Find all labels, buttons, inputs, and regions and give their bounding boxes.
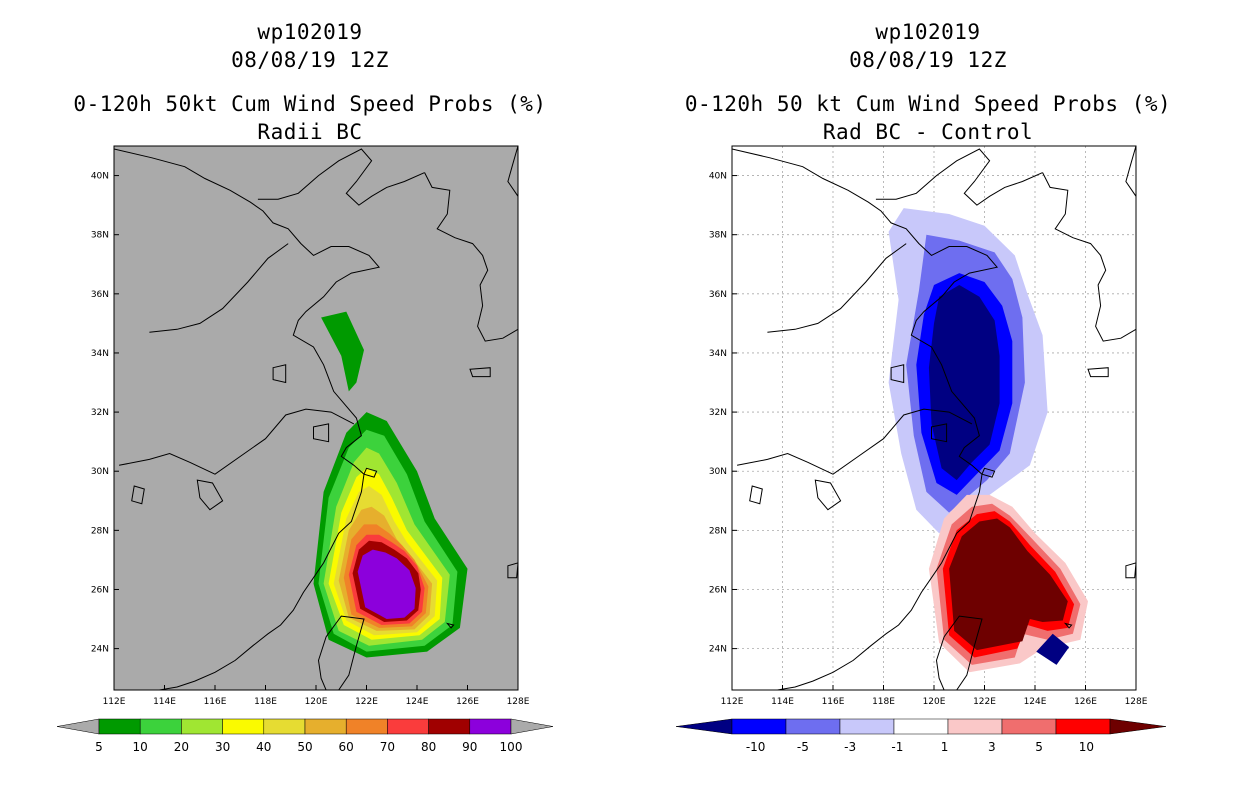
y-tick-label: 30N [91,467,109,477]
y-tick-label: 36N [91,290,109,300]
right-title-3: 0-120h 50 kt Cum Wind Speed Probs (%) [684,92,1172,116]
right-title-2: 08/08/19 12Z [849,48,1007,72]
x-tick-label: 124E [406,697,429,707]
left-title-3: 0-120h 50kt Cum Wind Speed Probs (%) [73,92,547,116]
yellow-sea-prob-band [321,311,364,392]
x-tick-label: 116E [204,697,227,707]
right-title-4: Rad BC - Control [822,120,1034,144]
left-title-1: wp102019 [257,20,363,44]
prob-contour-90 [357,549,416,619]
x-tick-label: 118E [254,697,277,707]
x-tick-label: 126E [456,697,479,707]
x-tick-label: 112E [103,697,126,707]
y-tick-label: 40N [91,172,109,182]
y-tick-label: 34N [91,349,109,359]
x-tick-label: 128E [507,697,530,707]
y-tick-label: 26N [91,585,109,595]
x-tick-label: 120E [305,697,328,707]
right-title-1: wp102019 [875,20,981,44]
y-tick-label: 24N [91,645,109,655]
left-title-2: 08/08/19 12Z [231,48,389,72]
x-tick-label: 114E [153,697,176,707]
y-tick-label: 32N [91,408,109,418]
x-tick-label: 122E [355,697,378,707]
left-title-4: Radii BC [257,120,363,144]
y-tick-label: 38N [91,231,109,241]
y-tick-label: 28N [91,526,109,536]
